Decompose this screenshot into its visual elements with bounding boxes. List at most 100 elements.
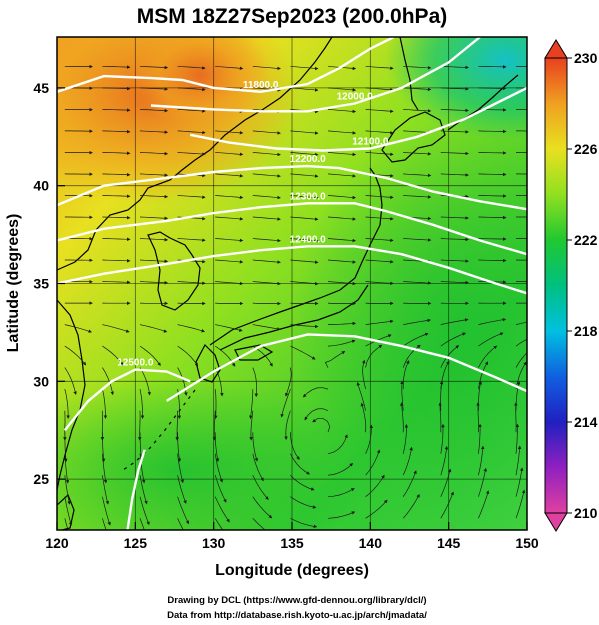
credit-drawing: Drawing by DCL (https://www.gfd-dennou.o…: [167, 595, 426, 606]
streamline: [215, 173, 244, 178]
streamline: [365, 216, 394, 221]
height-contour-label: 12200.0: [290, 154, 327, 165]
y-tick-label: 35: [33, 276, 49, 292]
streamline: [102, 129, 131, 134]
streamline: [139, 345, 161, 366]
streamline: [177, 281, 206, 285]
streamline: [312, 417, 331, 433]
y-tick-label: 45: [33, 80, 49, 96]
streamline: [478, 445, 485, 476]
streamline: [252, 216, 281, 221]
streamline: [440, 332, 466, 347]
streamline: [102, 496, 111, 526]
streamline: [139, 194, 169, 199]
streamline: [399, 402, 404, 433]
streamline: [139, 324, 168, 333]
streamline: [252, 453, 264, 482]
streamline: [177, 432, 182, 463]
streamline: [440, 151, 469, 156]
streamline: [478, 380, 482, 411]
streamline: [215, 281, 244, 286]
streamline: [440, 259, 469, 263]
streamline: [252, 130, 281, 135]
streamline: [252, 475, 269, 500]
streamline: [215, 130, 244, 135]
streamline: [252, 195, 281, 200]
streamline: [139, 259, 169, 263]
streamline: [440, 216, 469, 220]
streamline: [139, 108, 169, 113]
streamline: [64, 475, 71, 505]
streamline: [440, 491, 454, 519]
streamline: [290, 65, 319, 71]
streamline: [402, 493, 420, 519]
streamline: [440, 87, 469, 91]
streamline: [324, 351, 346, 368]
height-contour-line: [57, 202, 527, 256]
colorbar-tick-label: 222: [574, 232, 598, 248]
height-contour-label: 12300.0: [290, 191, 327, 202]
height-contour-label: 12500.0: [117, 358, 154, 369]
streamline: [139, 389, 145, 419]
green-region-south: [57, 380, 380, 530]
colorbar-ticks: 210 214 218 222 226 230: [567, 50, 598, 521]
streamline: [440, 360, 450, 390]
streamline: [139, 281, 169, 285]
streamline: [403, 109, 432, 113]
streamline: [478, 151, 507, 155]
streamline: [365, 65, 394, 70]
x-axis-label: Longitude (degrees): [215, 562, 369, 579]
streamline: [139, 238, 169, 242]
height-contour-label: 12100.0: [352, 137, 389, 148]
streamline: [365, 152, 394, 156]
streamline: [290, 238, 319, 243]
height-contour-line: [166, 333, 527, 402]
streamline: [440, 318, 469, 325]
y-tick-label: 25: [33, 471, 49, 487]
streamline: [139, 367, 151, 396]
streamline: [440, 108, 469, 113]
streamline: [284, 410, 291, 440]
streamline: [177, 65, 206, 70]
sakhalin: [399, 37, 419, 111]
streamline: [177, 87, 206, 92]
streamline: [515, 321, 527, 325]
streamline: [139, 216, 169, 220]
streamline: [139, 496, 150, 526]
streamline: [360, 402, 367, 433]
x-tick-label: 145: [437, 535, 461, 551]
streamline: [102, 345, 124, 366]
y-axis-label: Latitude (degrees): [5, 214, 22, 353]
streamline: [290, 324, 319, 329]
streamline: [290, 345, 316, 360]
streamline: [478, 172, 507, 177]
streamline: [478, 215, 507, 220]
streamline: [365, 130, 394, 135]
streamline: [290, 130, 319, 135]
streamline: [177, 324, 205, 333]
streamline: [290, 432, 300, 460]
height-contour-label: 11800.0: [243, 80, 279, 91]
streamline: [302, 387, 329, 398]
colorbar-tick-label: 230: [574, 50, 598, 66]
streamline: [213, 389, 218, 420]
height-contour-line: [57, 37, 395, 94]
streamline: [102, 280, 131, 285]
colorbar-bottom-arrow: [544, 512, 568, 532]
streamline: [365, 344, 383, 368]
streamline: [478, 345, 498, 368]
streamline: [365, 238, 394, 243]
streamline: [252, 432, 259, 462]
height-contour-line: [63, 368, 191, 431]
streamline: [365, 474, 385, 497]
streamline: [403, 281, 432, 285]
streamline: [102, 172, 131, 177]
streamline: [478, 361, 489, 390]
streamline: [327, 152, 357, 157]
streamline: [64, 389, 70, 419]
streamline: [177, 130, 206, 135]
streamline: [478, 423, 482, 454]
streamline: [102, 259, 131, 263]
streamline: [327, 339, 356, 347]
height-contours: 11800.0 12000.0 12100.0 12200.0 12300.0 12400…: [57, 37, 527, 530]
